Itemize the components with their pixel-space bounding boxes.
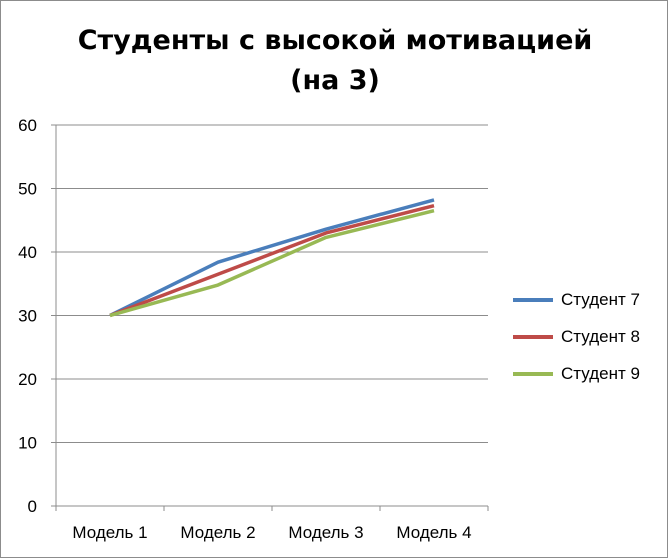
legend-label: Студент 8 (561, 327, 640, 347)
series-line-3 (110, 211, 434, 316)
y-tick-label: 10 (18, 434, 37, 453)
x-tick-label: Модель 4 (396, 523, 471, 542)
legend-label: Студент 9 (561, 364, 640, 384)
y-tick-label: 50 (18, 180, 37, 199)
y-tick-label: 0 (28, 497, 37, 516)
legend-swatch (513, 372, 553, 376)
legend-item: Студент 8 (513, 318, 663, 355)
x-tick-label: Модель 1 (72, 523, 147, 542)
chart-legend: Студент 7 Студент 8 Студент 9 (513, 281, 663, 392)
legend-item: Студент 7 (513, 281, 663, 318)
y-tick-label: 60 (18, 116, 37, 135)
y-tick-label: 30 (18, 307, 37, 326)
y-tick-label: 20 (18, 370, 37, 389)
legend-swatch (513, 298, 553, 302)
legend-swatch (513, 335, 553, 339)
legend-label: Студент 7 (561, 290, 640, 310)
legend-item: Студент 9 (513, 355, 663, 392)
x-tick-label: Модель 2 (180, 523, 255, 542)
y-tick-label: 40 (18, 243, 37, 262)
x-tick-label: Модель 3 (288, 523, 363, 542)
